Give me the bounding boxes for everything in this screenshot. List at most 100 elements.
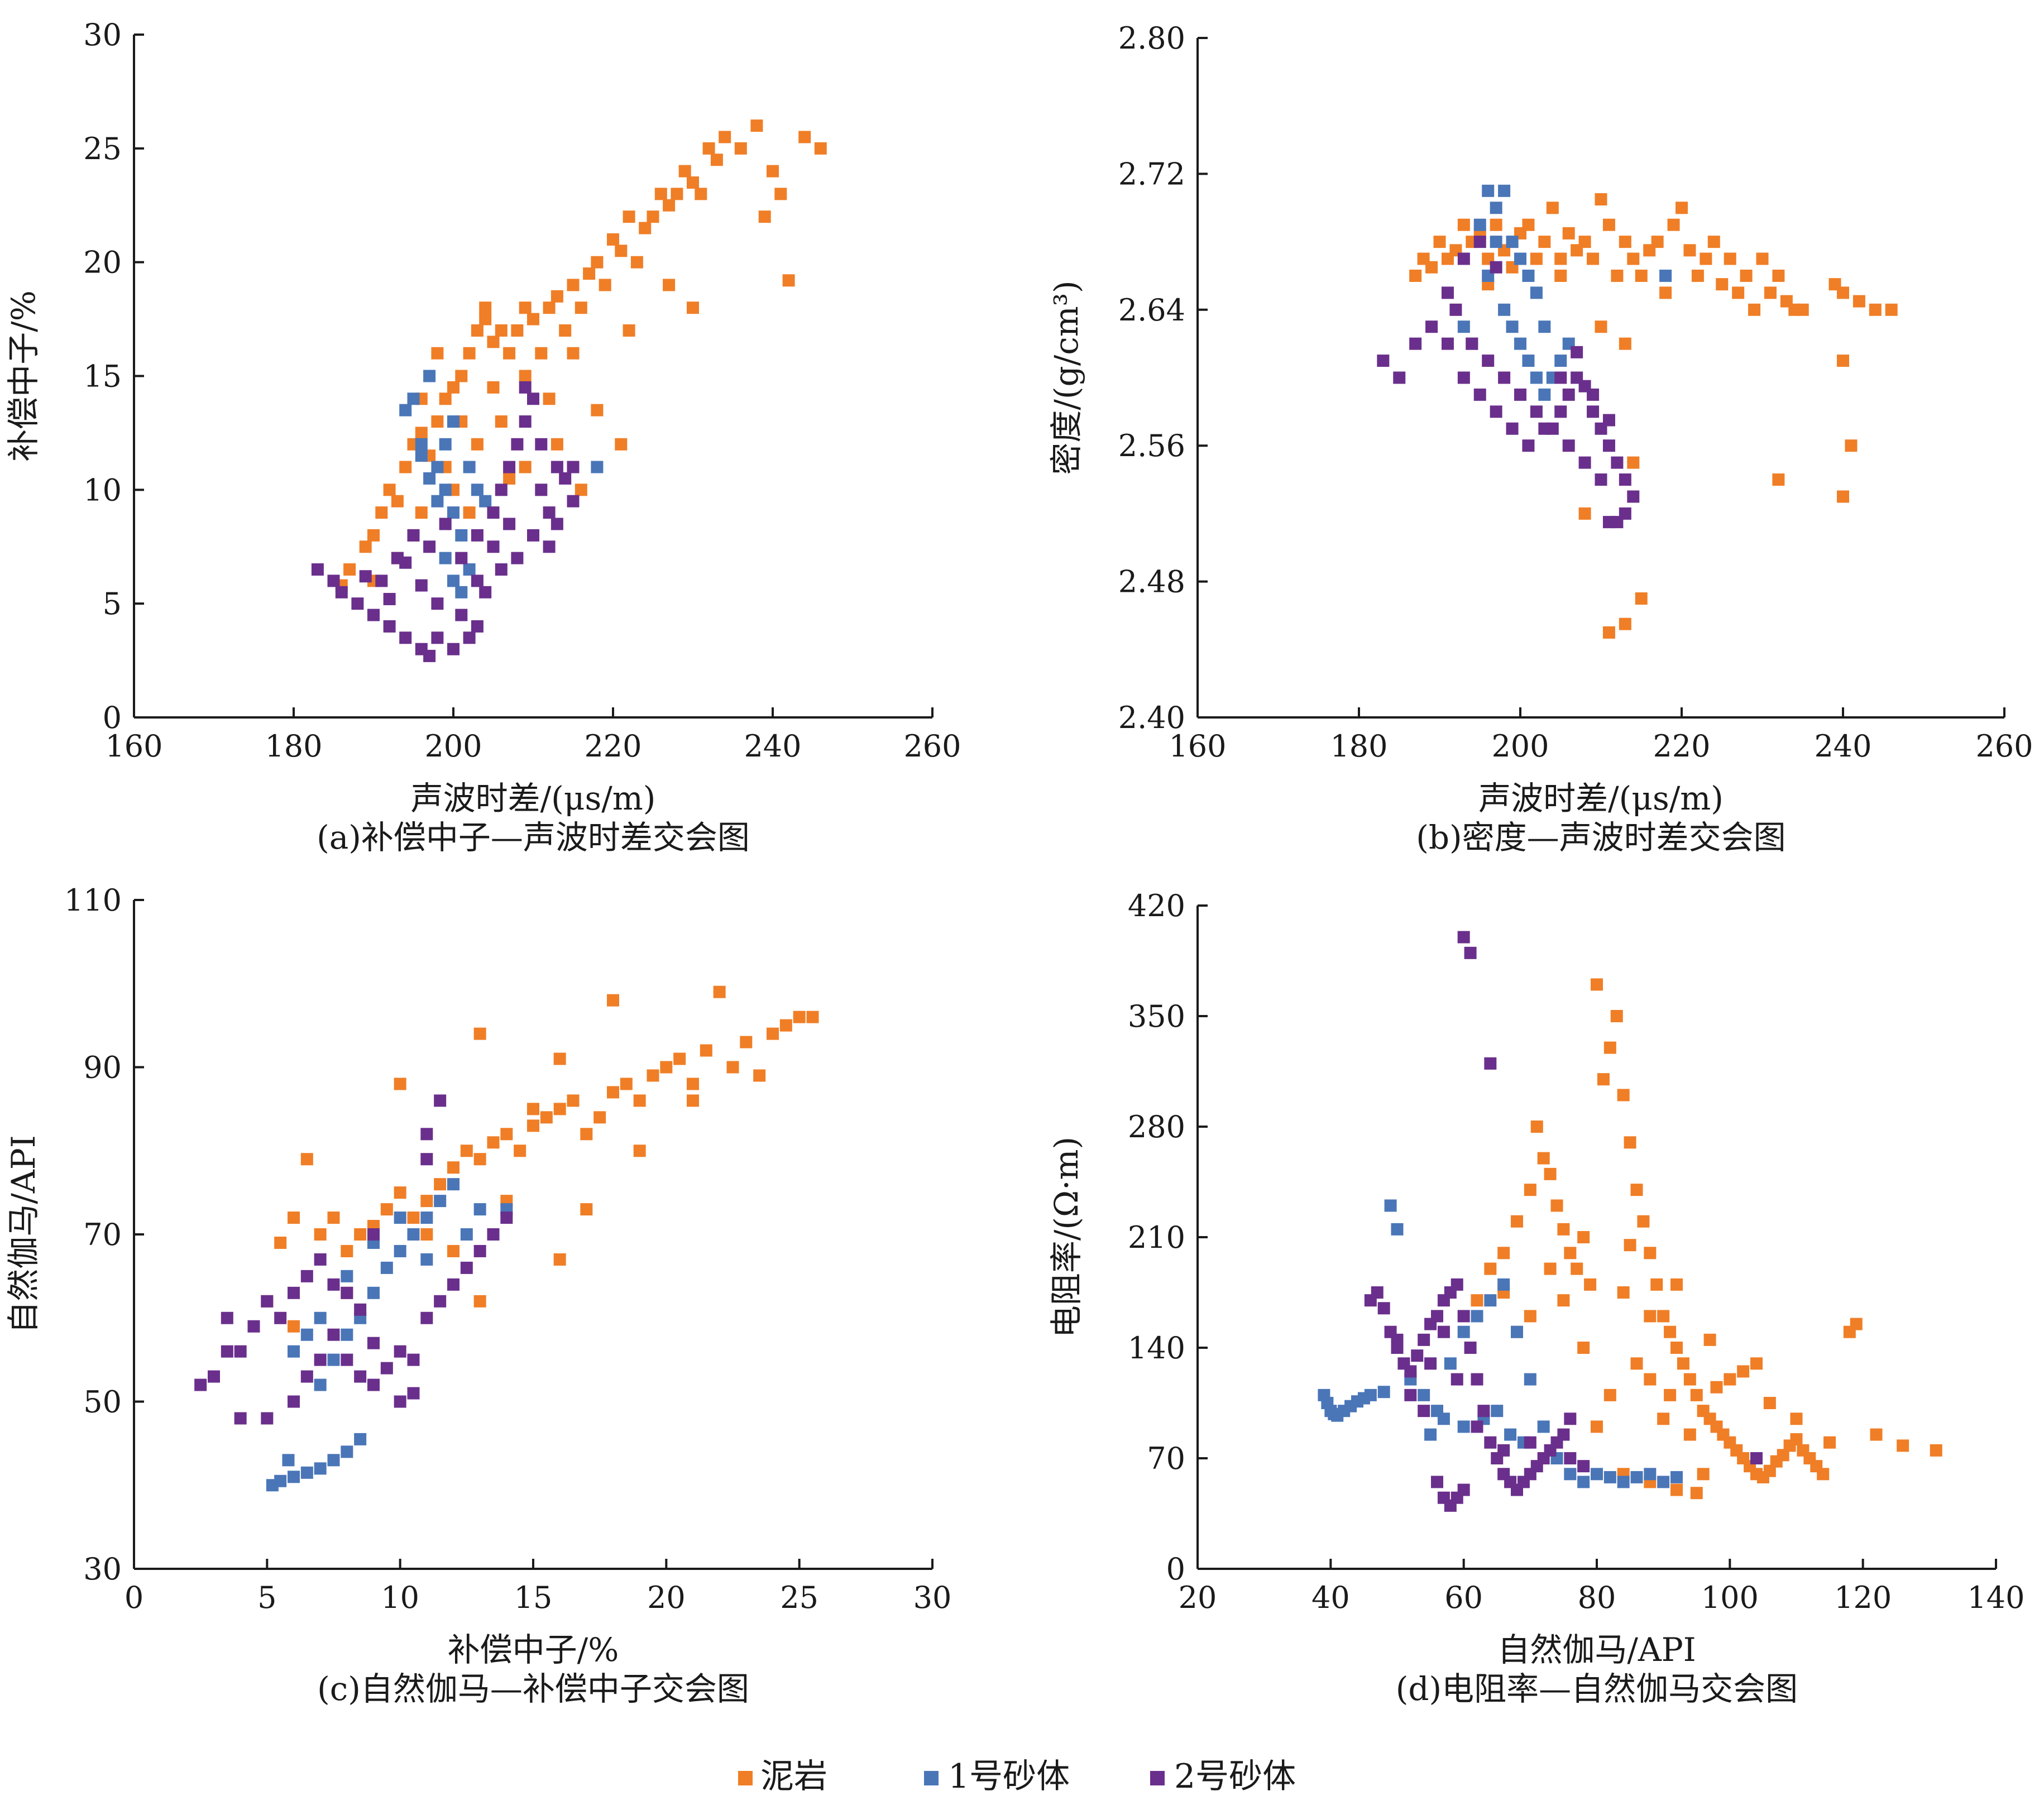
data-point-sand2 [247, 1320, 260, 1333]
data-point-mudstone [1763, 1464, 1776, 1477]
data-point-mudstone [1837, 355, 1849, 367]
x-tick-label-d: 60 [1444, 1580, 1483, 1615]
data-point-sand2 [354, 1303, 367, 1316]
data-point-sand1 [1497, 1278, 1510, 1291]
data-point-mudstone [1544, 1262, 1557, 1275]
data-point-mudstone [407, 1212, 420, 1224]
x-tick-label-a: 180 [265, 729, 322, 764]
data-point-mudstone [1930, 1444, 1942, 1457]
data-point-mudstone [1710, 1381, 1723, 1394]
legend-label-sand2: 2号砂体 [1174, 1757, 1296, 1796]
data-point-sand2 [567, 495, 580, 507]
x-tick-label-d: 100 [1701, 1580, 1759, 1615]
data-point-mudstone [473, 1027, 486, 1040]
data-point-mudstone [1644, 1373, 1657, 1386]
chart-caption-b: (b)密度—声波时差交会图 [1416, 818, 1785, 856]
data-point-sand1 [447, 415, 459, 428]
data-point-mudstone [1817, 1468, 1830, 1481]
y-tick-label-a: 25 [83, 131, 122, 166]
data-point-mudstone [1697, 1468, 1710, 1481]
data-point-sand2 [351, 597, 364, 610]
data-point-mudstone [1650, 1278, 1663, 1291]
data-point-sand2 [399, 556, 412, 569]
data-point-mudstone [647, 210, 659, 223]
data-point-mudstone [1602, 626, 1615, 639]
data-point-mudstone [774, 188, 787, 200]
data-point-sand1 [1657, 1476, 1670, 1488]
data-point-sand1 [1538, 388, 1551, 401]
x-tick-label-b: 180 [1330, 729, 1387, 764]
x-tick-label-d: 80 [1578, 1580, 1616, 1615]
data-point-mudstone [1557, 1223, 1570, 1236]
data-point-mudstone [439, 392, 452, 405]
data-point-sand1 [354, 1433, 367, 1445]
data-point-mudstone [415, 427, 428, 439]
data-point-sand1 [1444, 1357, 1457, 1370]
data-point-sand1 [460, 1228, 473, 1241]
data-point-sand1 [1644, 1468, 1657, 1481]
data-point-mudstone [314, 1228, 327, 1241]
data-point-sand2 [367, 1378, 380, 1391]
data-point-sand1 [423, 370, 436, 382]
series-mudstone-a [335, 119, 827, 592]
data-point-mudstone [1619, 236, 1631, 248]
data-point-mudstone [460, 1145, 473, 1157]
data-point-mudstone [580, 1128, 593, 1141]
data-point-mudstone [1837, 286, 1849, 299]
data-point-mudstone [415, 506, 428, 519]
data-point-mudstone [647, 1069, 659, 1082]
data-point-mudstone [559, 324, 572, 337]
data-point-mudstone [1497, 1247, 1510, 1260]
data-point-mudstone [420, 1228, 433, 1241]
data-point-mudstone [500, 1128, 513, 1141]
data-point-mudstone [399, 461, 412, 473]
data-point-mudstone [1657, 1310, 1670, 1323]
data-point-sand2 [423, 540, 436, 553]
x-tick-label-b: 200 [1491, 729, 1549, 764]
data-point-mudstone [583, 267, 596, 280]
data-point-mudstone [1677, 1357, 1689, 1370]
data-point-sand2 [1506, 422, 1519, 435]
data-point-sand1 [439, 552, 452, 564]
data-point-mudstone [1597, 1073, 1610, 1086]
data-point-mudstone [447, 1244, 459, 1257]
x-axis-label-c: 补偿中子/% [448, 1631, 619, 1669]
data-point-sand1 [1554, 355, 1567, 367]
y-tick-label-d: 350 [1128, 999, 1185, 1034]
data-point-sand2 [335, 586, 348, 598]
data-point-mudstone [1595, 193, 1607, 206]
data-point-sand2 [447, 643, 459, 655]
data-point-sand2 [300, 1370, 313, 1383]
data-point-sand1 [415, 438, 428, 451]
data-point-mudstone [767, 1027, 779, 1040]
data-point-mudstone [1530, 1121, 1543, 1133]
data-point-sand1 [1630, 1471, 1643, 1483]
data-point-mudstone [671, 188, 683, 200]
data-point-sand2 [471, 574, 484, 587]
data-point-sand2 [300, 1270, 313, 1282]
series-sand1-a [399, 370, 604, 598]
legend-item-mudstone: 泥岩 [738, 1757, 827, 1796]
data-point-sand2 [1466, 337, 1478, 350]
x-tick-label-a: 260 [903, 729, 961, 764]
data-point-sand1 [341, 1445, 353, 1458]
data-point-sand2 [551, 518, 563, 530]
data-point-mudstone [1577, 1231, 1590, 1243]
y-tick-label-d: 140 [1128, 1330, 1185, 1366]
data-point-sand1 [1498, 303, 1511, 316]
data-point-sand2 [535, 438, 548, 451]
data-point-mudstone [519, 301, 532, 314]
data-point-sand2 [221, 1345, 233, 1358]
data-point-sand1 [447, 574, 459, 587]
y-axis-label-b: 密度/(g/cm³) [1047, 280, 1085, 475]
data-point-sand2 [1404, 1365, 1417, 1378]
data-point-sand2 [1562, 439, 1575, 452]
data-point-sand2 [1611, 456, 1624, 469]
data-point-sand2 [1602, 439, 1615, 452]
data-point-mudstone [1690, 1388, 1703, 1401]
data-point-sand2 [1457, 1310, 1470, 1323]
data-point-sand1 [314, 1462, 327, 1475]
data-point-mudstone [1409, 269, 1422, 282]
data-point-mudstone [1562, 227, 1575, 240]
data-point-mudstone [1511, 1215, 1523, 1228]
